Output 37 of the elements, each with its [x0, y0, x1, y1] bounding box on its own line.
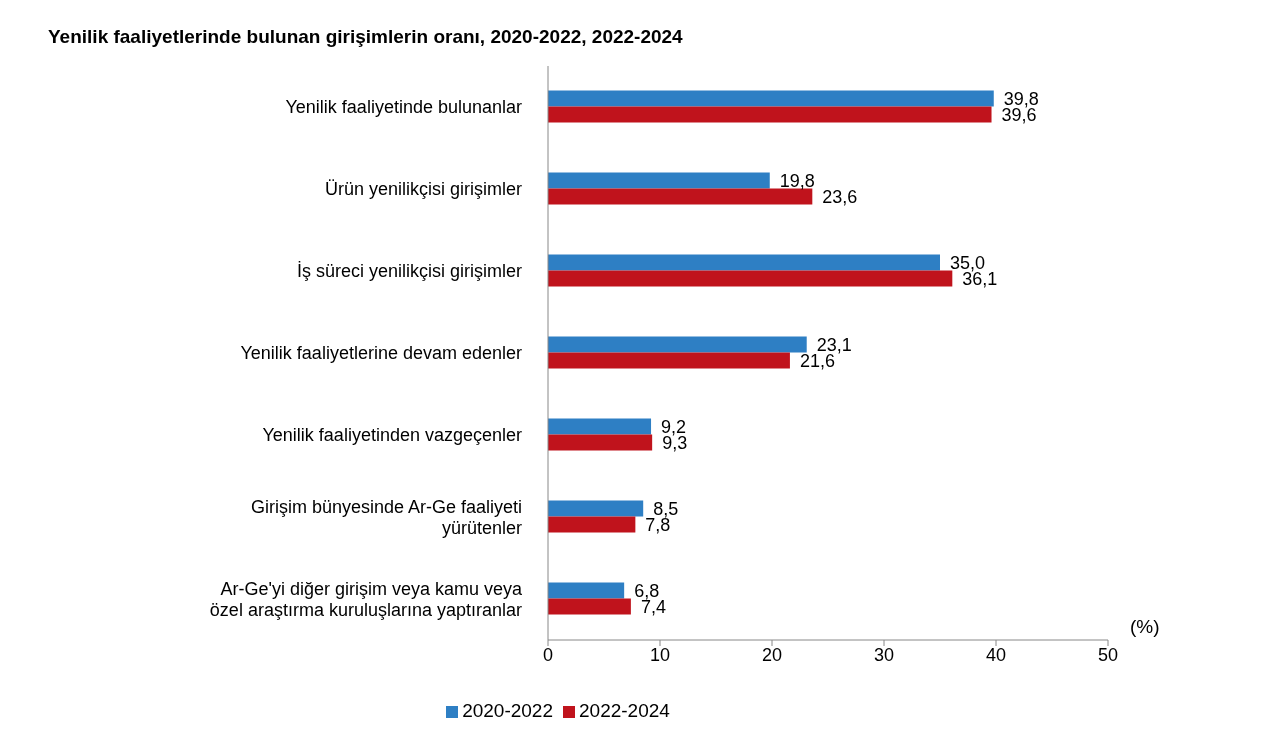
bar	[548, 598, 631, 615]
legend-label: 2022-2024	[579, 700, 670, 721]
bar	[548, 434, 653, 451]
data-label: 19,8	[779, 170, 815, 191]
bar	[548, 352, 790, 369]
bar	[548, 270, 953, 287]
y-tick-label: Yenilik faaliyetlerine devam edenler	[240, 343, 522, 363]
bar	[548, 582, 625, 599]
x-tick-label: 20	[761, 644, 783, 665]
data-label: 35,0	[950, 252, 986, 273]
y-tick-label: Ar-Ge'yi diğer girişim veya kamu veya özel araştırma kuruluşlarına yaptıranlar	[209, 578, 523, 620]
x-tick-label: 40	[985, 644, 1007, 665]
bar	[548, 336, 807, 353]
y-tick-label: Ürün yenilikçisi girişimler	[324, 179, 522, 199]
data-label: 9,2	[661, 416, 687, 437]
y-tick-label: Yenilik faaliyetinden vazgeçenler	[262, 425, 522, 445]
bar	[548, 418, 652, 435]
x-axis-title: (%)	[1130, 616, 1160, 638]
x-tick-label: 0	[542, 644, 554, 665]
bar	[548, 90, 994, 107]
x-tick-label: 30	[873, 644, 895, 665]
y-tick-label: Yenilik faaliyetinde bulunanlar	[285, 97, 522, 117]
data-label: 23,6	[822, 186, 858, 207]
bar	[548, 516, 636, 533]
data-label: 39,8	[1003, 88, 1039, 109]
y-tick-label: İş süreci yenilikçisi girişimler	[296, 261, 522, 281]
data-label: 8,5	[653, 498, 679, 519]
x-tick-label: 50	[1097, 644, 1119, 665]
text: Yenilik faaliyetlerinde bulunan girişimlerin oranı, 2020-2022, 2022-2024	[48, 26, 683, 48]
bar	[548, 172, 770, 189]
bar	[548, 254, 940, 271]
bar	[548, 500, 644, 517]
y-tick-label: Girişim bünyesinde Ar-Ge faaliyeti yürütenler	[250, 496, 522, 538]
bar	[548, 188, 813, 205]
x-tick-label: 10	[649, 644, 671, 665]
bar	[548, 106, 992, 123]
legend-label: 2020-2022	[462, 700, 553, 721]
